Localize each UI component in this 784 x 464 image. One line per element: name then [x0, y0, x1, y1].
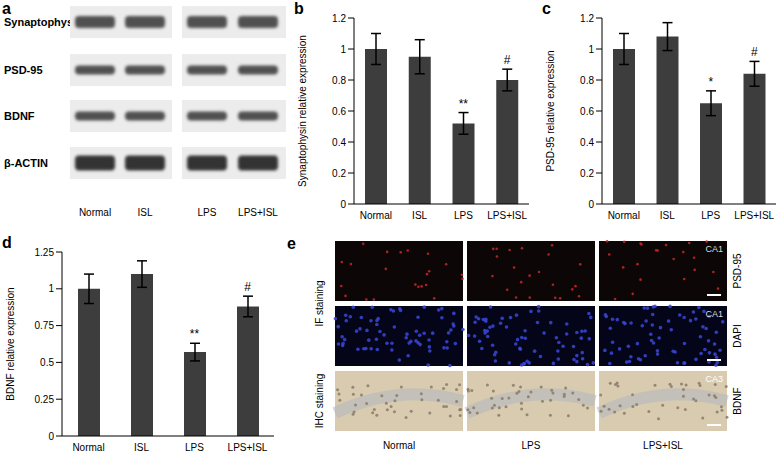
- svg-text:LPS+ISL: LPS+ISL: [487, 210, 527, 221]
- svg-text:**: **: [190, 327, 200, 341]
- svg-text:0: 0: [588, 199, 594, 210]
- svg-text:0.2: 0.2: [332, 168, 346, 179]
- svg-text:ISL: ISL: [660, 210, 675, 221]
- svg-text:0.75: 0.75: [35, 320, 55, 331]
- svg-text:ISL: ISL: [137, 207, 152, 218]
- svg-text:#: #: [751, 45, 758, 59]
- svg-text:LPS: LPS: [454, 210, 473, 221]
- svg-text:1: 1: [48, 283, 54, 294]
- svg-text:Normal: Normal: [608, 210, 640, 221]
- svg-text:Normal: Normal: [383, 440, 415, 451]
- svg-text:LPS: LPS: [522, 440, 541, 451]
- svg-text:Normal: Normal: [360, 210, 392, 221]
- svg-text:0.6: 0.6: [332, 106, 346, 117]
- svg-text:1.2: 1.2: [580, 13, 594, 24]
- svg-text:Normal: Normal: [79, 207, 111, 218]
- svg-text:LPS: LPS: [185, 442, 204, 453]
- svg-text:LPS+ISL: LPS+ISL: [734, 210, 774, 221]
- svg-text:1.2: 1.2: [332, 13, 346, 24]
- svg-text:1.25: 1.25: [35, 247, 55, 258]
- svg-text:LPS+ISL: LPS+ISL: [643, 440, 683, 451]
- svg-text:BDNF: BDNF: [4, 110, 35, 122]
- svg-text:0.4: 0.4: [580, 137, 594, 148]
- svg-text:PSD-95: PSD-95: [732, 253, 743, 288]
- svg-text:#: #: [504, 53, 511, 67]
- svg-text:0.8: 0.8: [580, 75, 594, 86]
- html-text:d: d: [2, 234, 12, 251]
- svg-text:PSD-95: PSD-95: [4, 64, 43, 76]
- svg-text:LPS+ISL: LPS+ISL: [238, 207, 278, 218]
- svg-text:Synaptophysin relative express: Synaptophysin relative expression: [297, 35, 308, 187]
- svg-text:0: 0: [48, 431, 54, 442]
- svg-text:0.8: 0.8: [332, 75, 346, 86]
- svg-text:DAPI: DAPI: [732, 324, 743, 347]
- svg-text:IF staining: IF staining: [314, 280, 325, 326]
- svg-text:BDNF: BDNF: [732, 387, 743, 414]
- svg-text:LPS: LPS: [198, 207, 217, 218]
- svg-text:LPS+ISL: LPS+ISL: [228, 442, 268, 453]
- svg-text:Normal: Normal: [72, 442, 104, 453]
- svg-text:0.5: 0.5: [40, 357, 54, 368]
- svg-text:1: 1: [340, 44, 346, 55]
- svg-text:1: 1: [588, 44, 594, 55]
- svg-text:CA1: CA1: [705, 244, 723, 254]
- svg-text:Synaptophysin: Synaptophysin: [4, 16, 83, 28]
- svg-text:PSD-95 relative expression: PSD-95 relative expression: [545, 50, 556, 171]
- svg-text:a: a: [2, 0, 11, 17]
- svg-text:e: e: [287, 235, 296, 252]
- svg-text:**: **: [459, 97, 469, 111]
- svg-text:β-ACTIN: β-ACTIN: [4, 157, 48, 169]
- html-text:b: b: [294, 0, 304, 17]
- svg-text:CA3: CA3: [705, 374, 723, 384]
- svg-text:0.2: 0.2: [580, 168, 594, 179]
- svg-text:0: 0: [340, 199, 346, 210]
- html-text:c: c: [542, 0, 551, 17]
- svg-text:0.4: 0.4: [332, 137, 346, 148]
- svg-text:0.25: 0.25: [35, 394, 55, 405]
- svg-text:ISL: ISL: [412, 210, 427, 221]
- svg-text:CA1: CA1: [705, 309, 723, 319]
- svg-text:ISL: ISL: [134, 442, 149, 453]
- svg-text:*: *: [708, 75, 713, 89]
- svg-text:LPS: LPS: [701, 210, 720, 221]
- svg-text:0.6: 0.6: [580, 106, 594, 117]
- svg-text:IHC staining: IHC staining: [314, 374, 325, 428]
- svg-text:#: #: [244, 280, 251, 294]
- svg-text:BDNF relative expression: BDNF relative expression: [5, 287, 16, 400]
